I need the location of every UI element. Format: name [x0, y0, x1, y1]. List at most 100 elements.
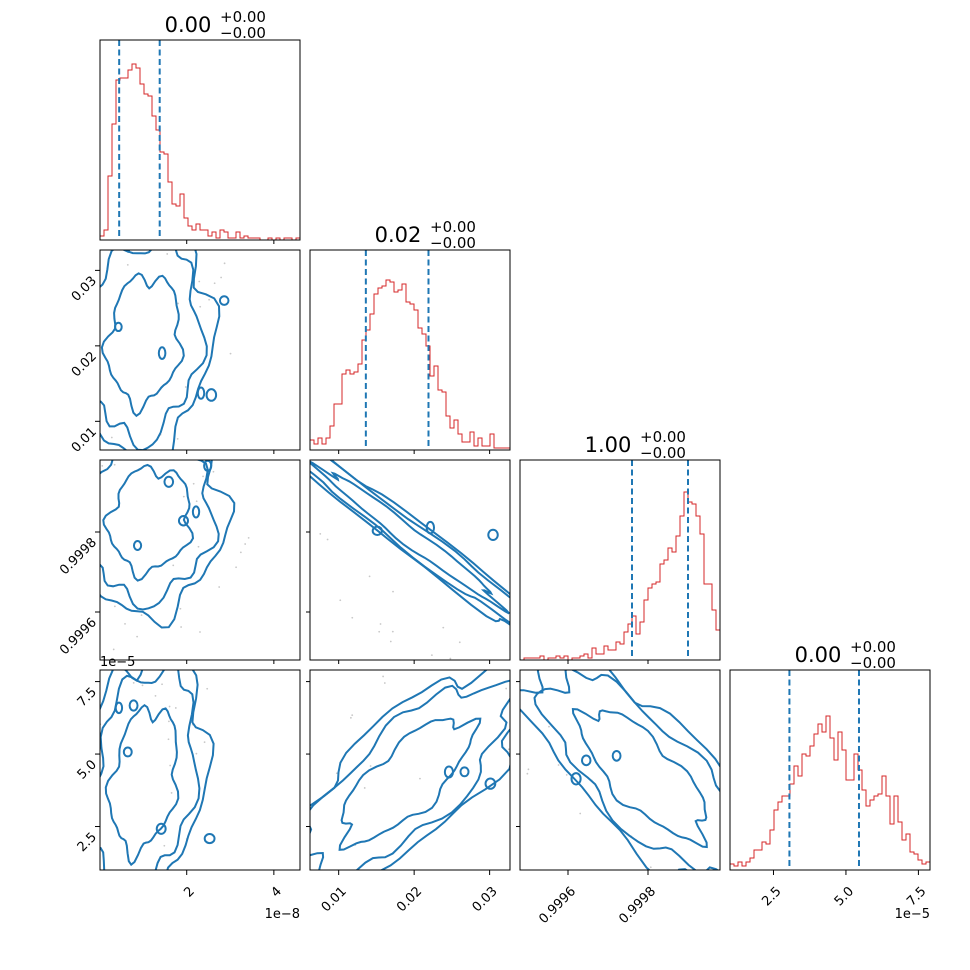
scatter-point: [549, 898, 551, 900]
scatter-point: [349, 716, 352, 719]
scatter-point: [458, 641, 461, 644]
scatter-point: [658, 900, 660, 902]
scatter-point: [492, 568, 494, 570]
scatter-point: [134, 885, 136, 887]
scatter-point: [126, 263, 129, 266]
scatter-point: [93, 719, 95, 721]
panel-title-1: 0.00: [165, 13, 212, 37]
scatter-point: [417, 600, 419, 602]
scatter-point: [180, 626, 183, 628]
histogram-line-3: [520, 491, 720, 660]
contour-island: [581, 754, 592, 767]
scatter-point: [464, 701, 466, 703]
scatter-point: [170, 792, 173, 794]
scatter-point: [255, 492, 257, 494]
scatter-point: [462, 674, 464, 676]
scatter-point: [198, 662, 200, 664]
title-plus-4: +0.00: [850, 638, 896, 656]
panel-title-4: 0.00: [795, 643, 842, 667]
scatter-point: [255, 493, 257, 495]
scatter-point: [420, 729, 422, 731]
scatter-point: [244, 543, 247, 545]
scatter-point: [79, 397, 81, 399]
contour-group-1-0: [75, 212, 232, 450]
scatter-point: [174, 707, 177, 709]
x-offset-label: 1e−5: [895, 907, 930, 922]
scatter-point: [241, 520, 243, 522]
scatter-point: [288, 761, 290, 763]
contour-island: [177, 515, 189, 527]
contour-island: [443, 765, 455, 779]
y-tick-label: 0.9996: [57, 615, 100, 658]
y-tick-label: 7.5: [75, 685, 100, 710]
contour-line-3-1-3: [310, 670, 510, 870]
scatter-point: [178, 464, 180, 466]
x-tick-label: 2.5: [759, 884, 784, 909]
scatter-point: [478, 852, 480, 854]
scatter-point: [543, 694, 545, 696]
scatter-point: [378, 630, 381, 633]
scatter-point: [674, 883, 676, 885]
scatter-point: [442, 626, 445, 629]
scatter-point: [634, 921, 636, 923]
scatter-point: [172, 564, 175, 567]
scatter-point: [229, 455, 231, 457]
scatter-point: [76, 525, 78, 527]
contour-line-3-2-1: [571, 708, 708, 849]
scatter-point: [112, 648, 115, 651]
scatter-point: [173, 647, 175, 649]
contour-line-2-1-3: [310, 460, 510, 626]
x-tick-label: 7.5: [904, 884, 929, 909]
scatter-point: [437, 689, 439, 691]
scatter-point: [164, 426, 166, 428]
scatter-point: [223, 262, 226, 265]
scatter-point: [142, 596, 144, 598]
scatter-point: [351, 616, 354, 619]
scatter-point: [152, 426, 154, 428]
scatter-point: [54, 513, 56, 515]
scatter-point: [429, 633, 431, 635]
title-plus-1: +0.00: [220, 8, 266, 26]
contour-island: [114, 701, 124, 715]
scatter-point: [464, 692, 466, 694]
scatter-point: [422, 806, 424, 808]
contour-island: [163, 475, 175, 488]
scatter-point: [507, 748, 510, 751]
scatter-point: [176, 438, 179, 440]
scatter-point: [482, 709, 484, 711]
scatter-point: [377, 678, 379, 680]
panel-title-3: 1.00: [585, 433, 632, 457]
scatter-point: [168, 720, 170, 723]
scatter-point: [492, 885, 494, 887]
scatter-point: [303, 575, 305, 577]
scatter-point: [113, 605, 116, 608]
scatter-point: [148, 438, 150, 440]
scatter-point: [221, 487, 223, 489]
scatter-point: [550, 609, 552, 611]
scatter-point: [210, 489, 212, 491]
scatter-point: [110, 436, 113, 439]
scatter-point: [206, 489, 208, 491]
scatter-point: [75, 384, 77, 386]
panel-frame: [309, 249, 511, 451]
contour-line-1-0-2: [100, 250, 208, 450]
scatter-point: [435, 759, 437, 761]
scatter-point: [137, 212, 139, 214]
scatter-point: [229, 352, 232, 355]
contour-island: [459, 766, 470, 778]
scatter-point: [426, 774, 428, 776]
contour-line-2-0-2: [100, 460, 220, 611]
scatter-point: [132, 681, 135, 684]
scatter-point: [82, 384, 84, 386]
scatter-point: [296, 833, 298, 835]
scatter-point: [351, 714, 354, 717]
contour-island: [132, 540, 143, 551]
scatter-point: [213, 282, 216, 285]
panel-frame: [729, 669, 931, 871]
y-tick-label: 0.02: [69, 349, 100, 380]
histogram-line-1: [100, 63, 300, 240]
panel-title-2: 0.02: [375, 223, 422, 247]
contour-line-2-0-1: [102, 463, 195, 582]
scatter-point: [451, 637, 453, 639]
x-tick-label: 0.03: [470, 884, 501, 915]
